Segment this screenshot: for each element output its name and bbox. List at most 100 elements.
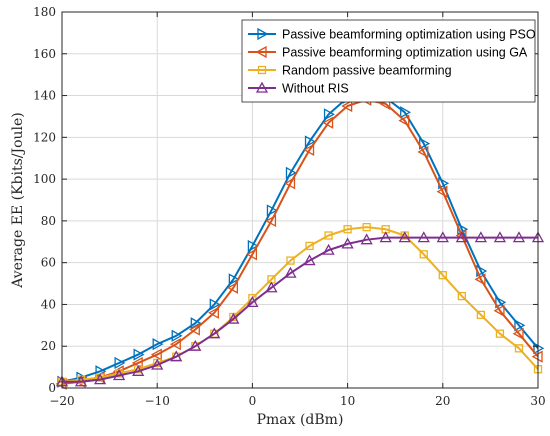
x-tick-label: 10 [340,394,355,408]
legend-box [241,19,536,103]
legend-marker [257,65,267,75]
data-point [493,304,505,317]
data-point [207,306,219,319]
y-tick-label: 180 [33,5,56,19]
data-point [303,254,316,266]
data-point [514,319,526,332]
series-4 [55,231,545,387]
legend: Passive beamforming optimization using P… [241,19,536,103]
data-point [265,214,277,227]
legend-entry: Passive beamforming optimization using G… [248,46,528,60]
data-point [171,329,183,342]
data-point [114,356,126,370]
data-point [323,108,335,121]
data-point [227,312,240,324]
legend-marker [255,81,269,93]
data-point [379,231,392,243]
legend-label: Without RIS [282,82,349,96]
data-point [341,237,354,249]
x-tick-label: −20 [49,394,74,408]
data-point [285,166,297,179]
data-point [188,323,200,336]
data-point [303,143,315,156]
data-point [362,223,371,232]
x-tick-label: 30 [530,394,545,408]
y-tick-label: 120 [33,130,56,144]
data-point [419,250,428,259]
data-point [132,364,145,376]
data-point [246,248,258,261]
data-point [150,348,162,361]
data-point [208,327,221,339]
data-point [417,231,430,243]
y-tick-label: 0 [48,381,56,395]
x-axis-label: Pmax (dBm) [257,412,344,428]
x-tick-label: 0 [249,394,257,408]
data-point [343,225,352,234]
data-point [436,231,449,243]
series-line [61,98,539,385]
data-point [455,231,468,243]
data-point [247,239,259,253]
x-tick-label: 20 [435,394,450,408]
legend-marker [255,45,267,59]
data-point [512,327,524,340]
data-point [209,298,221,311]
y-tick-label: 160 [33,47,56,61]
data-point [417,145,429,159]
data-point [341,99,353,113]
data-point [398,231,411,243]
data-point [476,310,486,320]
data-point [266,204,278,217]
y-tick-label: 100 [33,172,56,186]
data-point [286,256,295,265]
data-point [400,106,412,119]
data-point [74,375,88,387]
plot-area-frame [61,11,539,389]
data-point [227,281,239,294]
data-point [512,231,526,243]
y-tick-label: 80 [41,214,56,228]
data-point [284,177,296,190]
legend-entry: Random passive beamforming [248,64,452,78]
data-point [457,291,466,301]
data-point [189,339,202,351]
data-point [152,338,164,351]
data-point [151,358,164,370]
data-point [398,114,410,127]
data-point [438,271,447,280]
data-point [228,273,240,286]
y-tick-label: 60 [41,256,56,270]
y-tick-label: 20 [41,339,56,353]
legend-label: Passive beamforming optimization using G… [282,46,528,60]
data-point [514,344,524,353]
data-point [322,116,334,129]
data-point [113,369,126,381]
data-point [304,135,316,148]
data-point [474,231,487,243]
data-point [474,273,486,286]
data-point [436,185,448,198]
legend-label: Passive beamforming optimization using P… [282,28,536,42]
data-point [93,373,107,385]
legend-entry: Passive beamforming optimization using P… [248,28,536,42]
data-point [170,350,183,362]
legend-label: Random passive beamforming [282,64,452,78]
data-point [305,241,314,251]
data-point [495,329,505,338]
data-point [169,338,181,351]
data-point [493,231,507,243]
y-tick-label: 140 [33,89,56,103]
ticks: −20 −10 0 10 20 30 0 20 40 60 80 100 120 140 160 180 [33,5,546,408]
legend-marker [257,27,269,41]
data-point [246,296,259,308]
y-tick-label: 40 [41,297,56,311]
y-axis-label: Average EE (Kbits/Joule) [10,112,26,289]
data-point [324,231,333,240]
data-point [284,266,297,278]
data-point [360,233,373,245]
data-point [265,281,278,293]
data-point [322,243,335,255]
series-layer [55,87,545,390]
